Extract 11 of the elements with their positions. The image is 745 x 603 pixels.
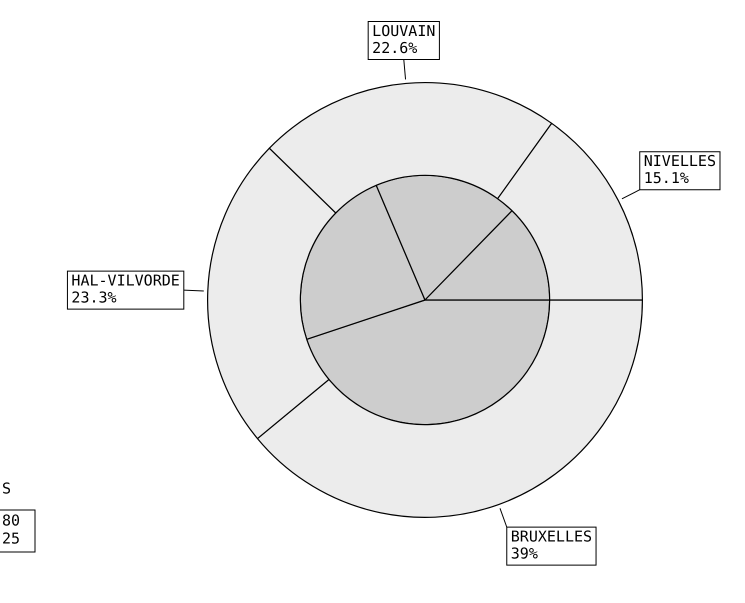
slice-label: NIVELLES (644, 152, 716, 170)
text: 80 (2, 511, 20, 530)
slice-label: BRUXELLES (510, 528, 592, 546)
slice-label: HAL-VILVORDE (71, 272, 180, 290)
data-label: 39% (510, 544, 538, 563)
data-label: 23.3% (71, 288, 117, 307)
data-label: 15.1% (644, 169, 689, 188)
data-label: 22.6% (372, 38, 418, 57)
text: 25 (2, 529, 20, 548)
slice-label: LOUVAIN (372, 22, 436, 40)
text: S (2, 479, 12, 498)
